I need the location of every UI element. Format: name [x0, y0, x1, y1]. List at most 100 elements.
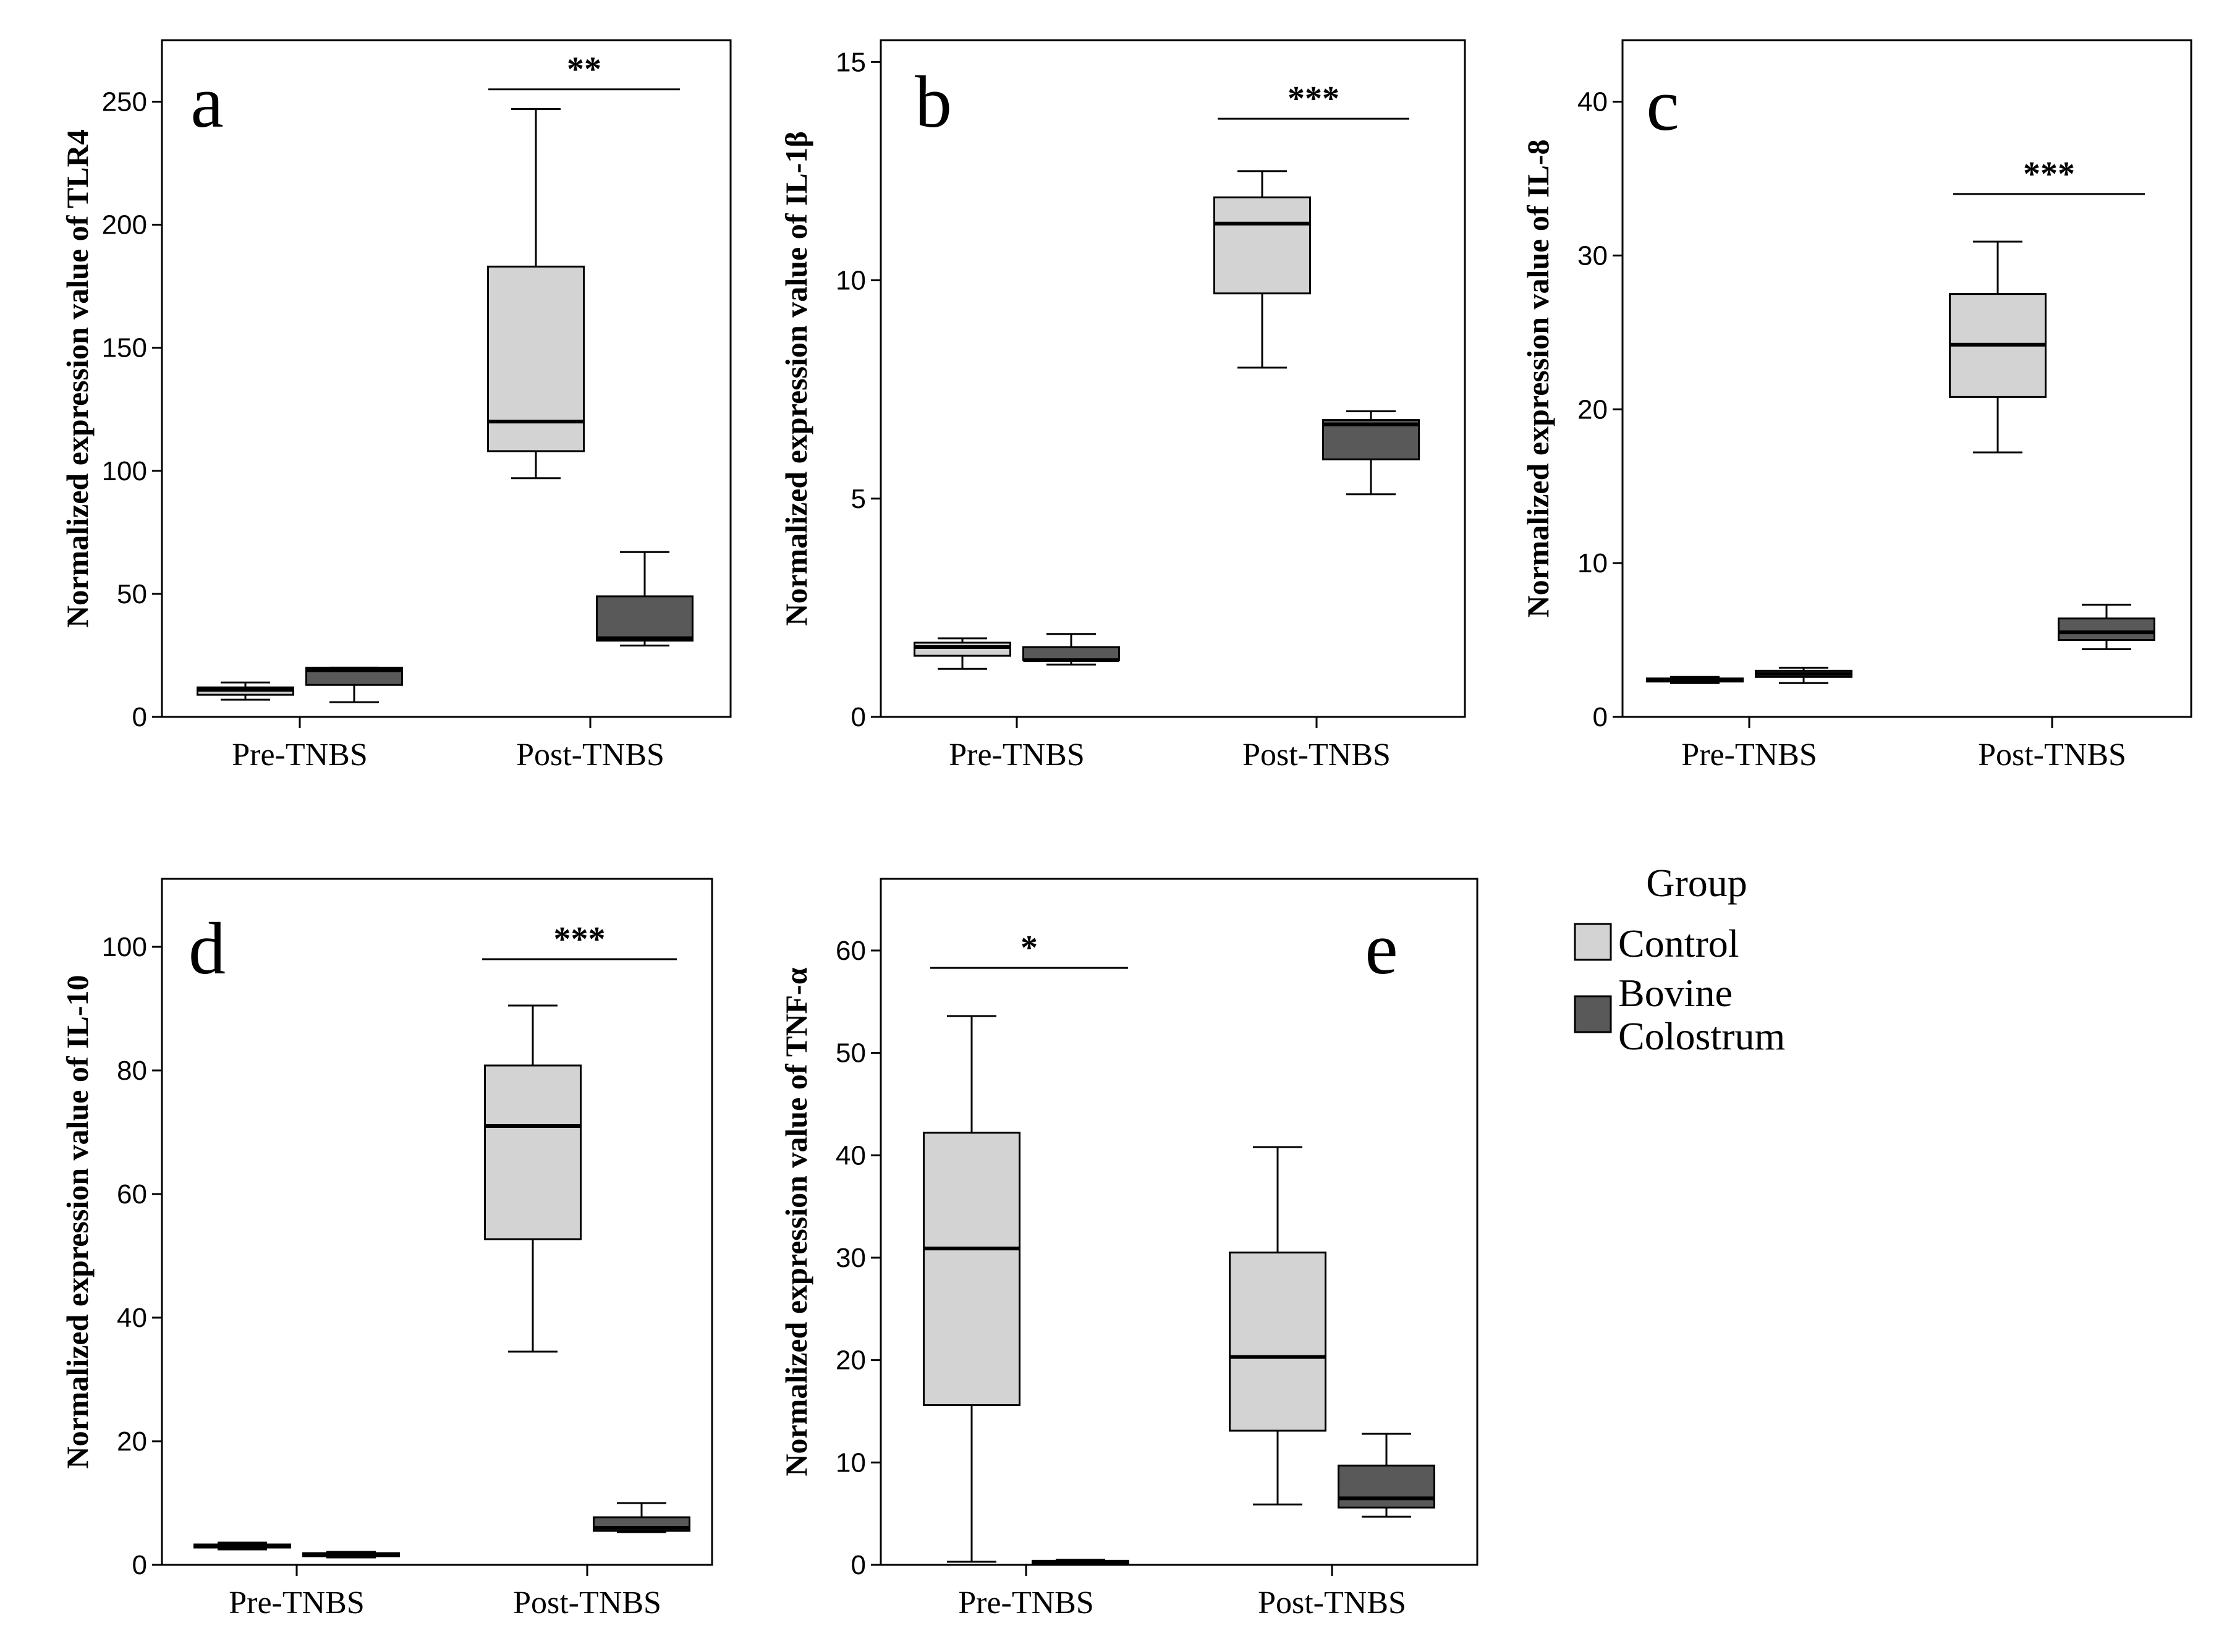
legend-swatch-control: [1574, 923, 1612, 961]
legend: Group Control Bovine Colostrum: [1574, 861, 1785, 1058]
y-tick-label: 15: [836, 47, 866, 77]
y-tick-label: 10: [836, 1447, 866, 1478]
plot-frame: [1621, 39, 2192, 718]
legend-label-control: Control: [1618, 921, 1739, 965]
iqr-box: [2058, 617, 2155, 642]
box-control-post-tnbs: [484, 1004, 582, 1353]
y-tick-label: 20: [836, 1345, 866, 1376]
box-control-pre-tnbs: [197, 681, 294, 701]
box-bovine-colostrum-post-tnbs: [2058, 603, 2155, 650]
iqr-box: [596, 595, 694, 642]
panel-letter: a: [190, 61, 223, 143]
box-control-pre-tnbs: [1646, 676, 1744, 684]
plot-frame: [880, 878, 1479, 1566]
y-tick-label: 0: [1593, 702, 1608, 732]
legend-swatch-bovine-colostrum: [1574, 995, 1612, 1033]
significance-label: **: [567, 51, 601, 89]
plot-frame: [880, 39, 1466, 718]
x-category-label: Pre-TNBS: [232, 737, 368, 773]
panel-b: 0 5 10 15 Normalized expression value of IL-…: [779, 39, 1466, 773]
box-bovine-colostrum-pre-tnbs: [1022, 633, 1120, 666]
iqr-box: [1322, 419, 1420, 460]
box-bovine-colostrum-post-tnbs: [596, 551, 694, 647]
legend-label-bovine-colostrum-line1: Bovine: [1618, 971, 1733, 1015]
iqr-box: [484, 1064, 582, 1240]
y-tick-label: 40: [117, 1303, 147, 1333]
y-tick-label: 10: [836, 266, 866, 296]
box-bovine-colostrum-post-tnbs: [1322, 410, 1420, 496]
y-axis-label: Normalized expression value of TLR4: [60, 129, 95, 627]
y-axis-label: Normalized expression value of TNF-α: [779, 967, 813, 1476]
box-bovine-colostrum-pre-tnbs: [1755, 666, 1852, 684]
x-category-label: Pre-TNBS: [949, 737, 1085, 773]
panel-letter: e: [1365, 907, 1398, 989]
y-tick-label: 50: [836, 1038, 866, 1069]
y-tick-label: 60: [117, 1179, 147, 1209]
y-tick-label: 100: [102, 456, 147, 486]
y-tick-label: 0: [851, 1550, 866, 1580]
iqr-box: [1213, 196, 1311, 295]
panel-letter: d: [189, 907, 226, 989]
box-control-pre-tnbs: [923, 1015, 1020, 1563]
y-tick-label: 0: [132, 702, 147, 732]
y-tick-label: 0: [132, 1550, 147, 1580]
y-tick-label: 150: [102, 333, 147, 363]
panel-e: 0 10 20 30 40 50 60 Normalized expression value…: [779, 878, 1479, 1620]
y-tick-label: 0: [851, 702, 866, 732]
box-control-post-tnbs: [487, 108, 585, 480]
iqr-box: [1022, 646, 1120, 661]
box-control-post-tnbs: [1949, 240, 2047, 454]
x-category-label: Post-TNBS: [1242, 737, 1391, 773]
box-bovine-colostrum-post-tnbs: [593, 1502, 690, 1533]
box-control-pre-tnbs: [193, 1541, 291, 1551]
iqr-box: [1229, 1252, 1326, 1432]
y-tick-label: 250: [102, 87, 147, 117]
iqr-box: [923, 1132, 1020, 1407]
y-tick-label: 60: [836, 936, 866, 966]
panel-c: 0 10 20 30 40 Normalized expression value of …: [1521, 39, 2192, 773]
significance-label: *: [1020, 929, 1038, 967]
x-category-label: Post-TNBS: [513, 1585, 661, 1620]
significance-label: ***: [554, 920, 606, 959]
x-category-label: Post-TNBS: [1978, 737, 2126, 773]
y-tick-label: 5: [851, 484, 866, 514]
y-tick-label: 200: [102, 210, 147, 240]
legend-title: Group: [1646, 861, 1747, 905]
y-tick-label: 50: [117, 579, 147, 609]
box-bovine-colostrum-post-tnbs: [1338, 1433, 1435, 1518]
legend-label-bovine-colostrum-line2: Colostrum: [1618, 1014, 1785, 1058]
panel-letter: c: [1646, 64, 1679, 146]
y-axis-label: Normalized expression value of IL-10: [60, 975, 95, 1468]
y-axis-label: Normalized expression value of IL-1β: [779, 131, 813, 625]
y-tick-label: 20: [1577, 394, 1608, 425]
iqr-box: [1338, 1464, 1435, 1509]
box-control-post-tnbs: [1229, 1146, 1326, 1506]
y-tick-label: 40: [1577, 87, 1608, 117]
y-tick-label: 80: [117, 1056, 147, 1086]
y-tick-label: 20: [117, 1426, 147, 1457]
y-tick-label: 10: [1577, 548, 1608, 578]
y-tick-label: 30: [836, 1243, 866, 1273]
iqr-box: [914, 642, 1011, 657]
plot-frame: [161, 878, 713, 1566]
y-axis-label: Normalized expression value of IL-8: [1521, 139, 1555, 617]
box-bovine-colostrum-pre-tnbs: [305, 666, 403, 703]
box-bovine-colostrum-pre-tnbs: [1032, 1559, 1129, 1564]
x-category-label: Pre-TNBS: [1681, 737, 1817, 773]
x-category-label: Post-TNBS: [1258, 1585, 1406, 1620]
x-category-label: Pre-TNBS: [229, 1585, 365, 1620]
box-control-pre-tnbs: [914, 637, 1011, 670]
significance-label: ***: [1288, 80, 1339, 118]
box-bovine-colostrum-pre-tnbs: [302, 1551, 400, 1559]
x-category-label: Post-TNBS: [516, 737, 664, 773]
significance-label: ***: [2023, 155, 2075, 193]
plot-frame: [161, 39, 732, 718]
y-tick-label: 100: [102, 932, 147, 962]
y-tick-label: 30: [1577, 240, 1608, 271]
y-tick-label: 40: [836, 1140, 866, 1171]
panel-letter: b: [915, 61, 952, 143]
